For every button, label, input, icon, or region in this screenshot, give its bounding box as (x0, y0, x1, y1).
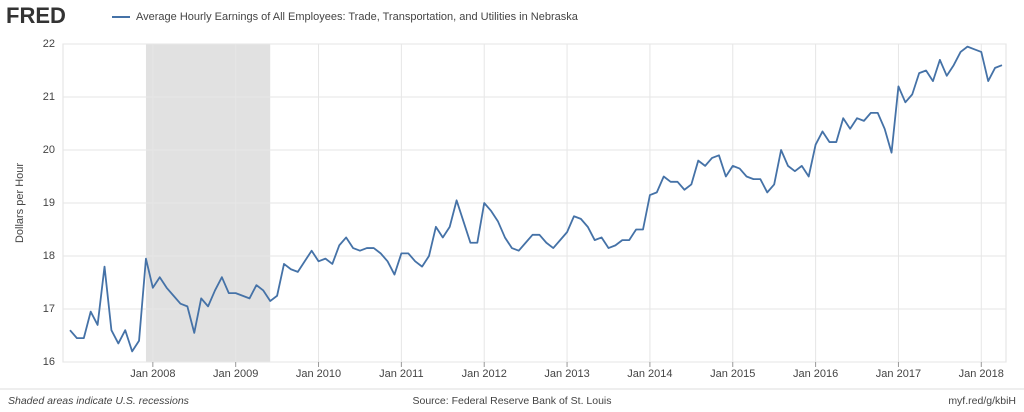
x-tick-label: Jan 2008 (130, 368, 175, 380)
x-tick-label: Jan 2017 (876, 368, 921, 380)
legend-label: Average Hourly Earnings of All Employees… (136, 11, 579, 23)
y-tick-label: 19 (43, 197, 55, 209)
x-tick-label: Jan 2009 (213, 368, 258, 380)
x-tick-label: Jan 2014 (627, 368, 672, 380)
x-tick-label: Jan 2010 (296, 368, 341, 380)
logo: FRED (6, 3, 66, 28)
y-tick-label: 22 (43, 38, 55, 50)
footer-note: Shaded areas indicate U.S. recessions (8, 395, 190, 407)
x-tick-label: Jan 2011 (379, 368, 423, 380)
y-tick-label: 16 (43, 356, 55, 368)
y-axis-label: Dollars per Hour (14, 163, 26, 243)
footer-link: myf.red/g/kbiH (948, 395, 1016, 407)
data-line (69, 45, 1003, 353)
x-tick-label: Jan 2013 (544, 368, 589, 380)
y-tick-label: 20 (43, 144, 55, 156)
footer-source: Source: Federal Reserve Bank of St. Loui… (412, 395, 611, 407)
x-tick-label: Jan 2015 (710, 368, 755, 380)
x-tick-label: Jan 2016 (793, 368, 838, 380)
x-tick-label: Jan 2018 (959, 368, 1004, 380)
y-tick-label: 17 (43, 303, 55, 315)
y-tick-label: 18 (43, 250, 55, 262)
y-tick-label: 21 (43, 91, 55, 103)
plot-area (62, 43, 1007, 363)
x-tick-label: Jan 2012 (462, 368, 507, 380)
